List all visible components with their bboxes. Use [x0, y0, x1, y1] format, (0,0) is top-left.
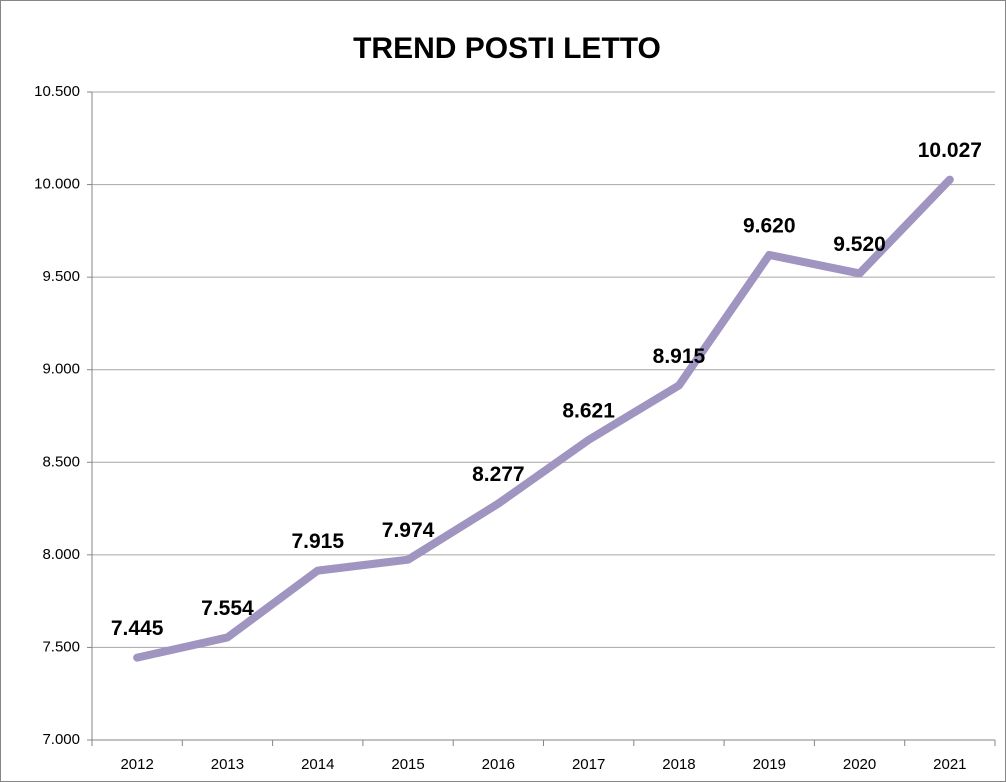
data-label: 9.620: [743, 214, 796, 237]
x-tick-label: 2021: [933, 756, 966, 773]
data-label: 9.520: [833, 233, 886, 256]
x-tick-label: 2018: [662, 756, 695, 773]
y-tick-label: 7.000: [42, 731, 80, 748]
data-label: 7.445: [111, 617, 164, 640]
data-label: 8.915: [653, 345, 706, 368]
y-tick-label: 9.000: [42, 361, 80, 378]
x-tick-label: 2019: [753, 756, 786, 773]
data-label: 7.974: [382, 519, 435, 542]
x-tick-label: 2017: [572, 756, 605, 773]
chart-title: TREND POSTI LETTO: [353, 32, 661, 65]
data-label: 7.915: [291, 530, 344, 553]
y-tick-label: 7.500: [42, 638, 80, 655]
x-tick-label: 2015: [391, 756, 424, 773]
x-tick-label: 2013: [211, 756, 244, 773]
y-tick-label: 10.500: [34, 83, 80, 100]
x-tick-label: 2014: [301, 756, 334, 773]
data-label: 8.277: [472, 463, 525, 486]
data-label: 10.027: [918, 139, 982, 162]
y-tick-label: 8.000: [42, 546, 80, 563]
y-tick-label: 10.000: [34, 176, 80, 193]
data-line: [133, 175, 954, 662]
y-tick-label: 8.500: [42, 453, 80, 470]
y-tick-label: 9.500: [42, 268, 80, 285]
x-tick-label: 2016: [482, 756, 515, 773]
data-label: 8.621: [562, 399, 615, 422]
data-label: 7.554: [201, 597, 254, 620]
x-tick-label: 2020: [843, 756, 876, 773]
x-tick-label: 2012: [120, 756, 153, 773]
